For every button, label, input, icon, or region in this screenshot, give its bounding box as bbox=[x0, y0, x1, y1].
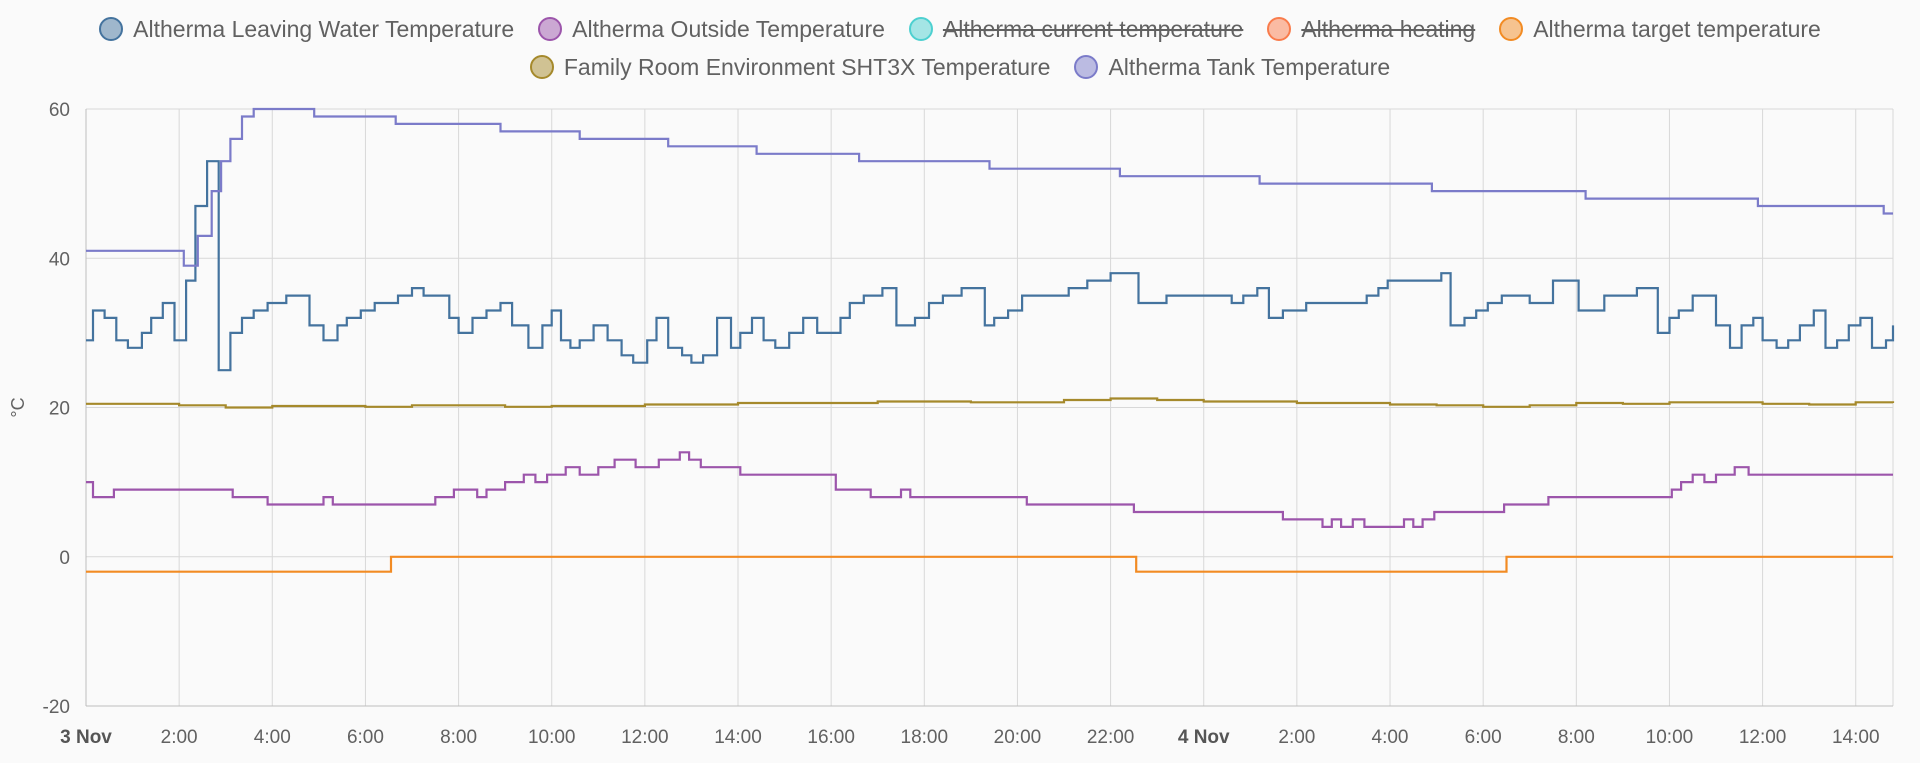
legend-label: Altherma target temperature bbox=[1533, 16, 1821, 42]
x-tick-label: 14:00 bbox=[714, 727, 762, 748]
x-tick-label: 8:00 bbox=[440, 727, 477, 748]
legend-swatch bbox=[1499, 17, 1524, 41]
x-tick-label: 2:00 bbox=[1278, 727, 1315, 748]
legend-item-altherma-current-temperature[interactable]: Altherma current temperature bbox=[908, 14, 1244, 44]
x-tick-label: 12:00 bbox=[621, 727, 669, 748]
x-tick-label: 10:00 bbox=[1646, 727, 1694, 748]
legend-label: Family Room Environment SHT3X Temperatur… bbox=[563, 54, 1051, 80]
x-tick-label: 12:00 bbox=[1739, 727, 1787, 748]
legend-item-family-room-environment-sht3x-temperature[interactable]: Family Room Environment SHT3X Temperatur… bbox=[529, 52, 1051, 82]
x-tick-label: 4:00 bbox=[1372, 727, 1409, 748]
x-tick-label: 16:00 bbox=[807, 727, 855, 748]
x-tick-label: 6:00 bbox=[347, 727, 384, 748]
legend-label: Altherma current temperature bbox=[942, 16, 1244, 42]
legend-swatch bbox=[908, 17, 933, 41]
x-tick-label: 22:00 bbox=[1087, 727, 1135, 748]
legend-label: Altherma heating bbox=[1301, 16, 1476, 42]
series-line-altherma-outside-temperature bbox=[86, 451, 1893, 528]
legend-item-altherma-tank-temperature[interactable]: Altherma Tank Temperature bbox=[1074, 52, 1390, 82]
y-tick-label: -20 bbox=[43, 697, 70, 718]
x-tick-label: 3 Nov bbox=[60, 727, 112, 748]
x-tick-label: 20:00 bbox=[994, 727, 1042, 748]
legend-label: Altherma Outside Temperature bbox=[572, 16, 885, 42]
chart-legend: Altherma Leaving Water Temperature Alther… bbox=[0, 14, 1920, 82]
x-tick-label: 18:00 bbox=[901, 727, 949, 748]
x-tick-label: 6:00 bbox=[1465, 727, 1502, 748]
y-axis-label: °C bbox=[8, 397, 28, 417]
y-tick-label: 40 bbox=[49, 249, 70, 270]
legend-item-altherma-heating[interactable]: Altherma heating bbox=[1267, 14, 1475, 44]
legend-label: Altherma Tank Temperature bbox=[1108, 54, 1391, 80]
legend-swatch bbox=[99, 17, 124, 41]
legend-item-altherma-target-temperature[interactable]: Altherma target temperature bbox=[1499, 14, 1821, 44]
series-line-altherma-tank-temperature bbox=[86, 107, 1893, 267]
legend-swatch bbox=[529, 55, 554, 79]
x-tick-label: 4 Nov bbox=[1178, 727, 1230, 748]
series-line-altherma-leaving-water-temperature bbox=[86, 160, 1895, 372]
legend-label: Altherma Leaving Water Temperature bbox=[133, 16, 515, 42]
legend-swatch bbox=[538, 17, 563, 41]
y-tick-label: 60 bbox=[49, 100, 70, 121]
x-tick-label: 10:00 bbox=[528, 727, 576, 748]
series-line-family-room-environment-sht3x-temperature bbox=[86, 397, 1895, 409]
y-tick-label: 0 bbox=[59, 548, 70, 569]
x-tick-label: 4:00 bbox=[254, 727, 291, 748]
x-tick-label: 14:00 bbox=[1832, 727, 1880, 748]
legend-item-altherma-outside-temperature[interactable]: Altherma Outside Temperature bbox=[538, 14, 885, 44]
legend-swatch bbox=[1267, 17, 1292, 41]
y-tick-label: 20 bbox=[49, 399, 70, 420]
series-line-altherma-target-temperature bbox=[86, 555, 1893, 573]
x-tick-label: 8:00 bbox=[1558, 727, 1595, 748]
legend-item-altherma-leaving-water-temperature[interactable]: Altherma Leaving Water Temperature bbox=[99, 14, 514, 44]
legend-swatch bbox=[1074, 55, 1099, 79]
x-tick-label: 2:00 bbox=[161, 727, 198, 748]
